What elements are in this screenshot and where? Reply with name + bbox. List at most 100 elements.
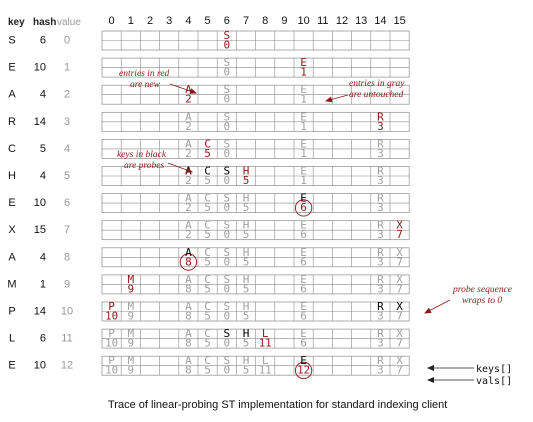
row-key: L bbox=[9, 333, 15, 345]
val-cell: 3 bbox=[377, 120, 384, 133]
val-cell: 7 bbox=[396, 255, 403, 268]
table-row bbox=[101, 274, 410, 295]
row-key: C bbox=[8, 143, 16, 155]
val-cell: 8 bbox=[185, 255, 192, 268]
val-cell: 2 bbox=[185, 147, 192, 160]
val-cell: 6 bbox=[300, 282, 307, 295]
val-cell: 0 bbox=[223, 93, 230, 106]
val-cell: 9 bbox=[127, 337, 134, 350]
table-row bbox=[101, 301, 410, 322]
column-index: 4 bbox=[185, 15, 191, 27]
val-cell: 5 bbox=[243, 337, 250, 350]
val-cell: 6 bbox=[300, 337, 307, 350]
val-cell: 3 bbox=[377, 147, 384, 160]
val-cell: 0 bbox=[223, 120, 230, 133]
key-cell: S bbox=[223, 29, 230, 42]
annotation-black-line2: are probes bbox=[124, 161, 164, 171]
annotation-red-line1: entries in red bbox=[119, 69, 170, 79]
val-cell: 3 bbox=[377, 174, 384, 187]
key-cell: H bbox=[243, 354, 250, 367]
val-cell: 5 bbox=[243, 201, 250, 214]
column-index: 2 bbox=[147, 15, 153, 27]
column-index: 5 bbox=[205, 15, 211, 27]
column-index: 9 bbox=[281, 15, 287, 27]
key-cell: A bbox=[185, 192, 192, 205]
key-cell: C bbox=[204, 300, 211, 313]
annotation-gray-entries: entries in gray are untouched bbox=[325, 79, 405, 103]
row-hash: 10 bbox=[34, 197, 46, 209]
val-cell: 1 bbox=[300, 147, 307, 160]
row-key: E bbox=[8, 360, 15, 372]
annotation-wraps-line2: wraps to 0 bbox=[462, 296, 502, 306]
key-cell: E bbox=[300, 219, 307, 232]
table-row bbox=[101, 111, 410, 132]
row-hash: 5 bbox=[40, 143, 46, 155]
column-index: 8 bbox=[262, 15, 268, 27]
key-cell: H bbox=[243, 327, 250, 340]
val-cell: 5 bbox=[204, 282, 211, 295]
val-cell: 3 bbox=[377, 364, 384, 377]
val-cell: 2 bbox=[185, 228, 192, 241]
val-cell: 5 bbox=[204, 201, 211, 214]
val-cell: 3 bbox=[377, 282, 384, 295]
val-cell: 0 bbox=[223, 39, 230, 52]
key-cell: M bbox=[127, 327, 134, 340]
key-cell: S bbox=[223, 273, 230, 286]
row-key: R bbox=[8, 116, 16, 128]
row-value: 1 bbox=[64, 62, 70, 74]
key-cell: R bbox=[377, 273, 384, 286]
val-cell: 5 bbox=[243, 228, 250, 241]
column-index: 12 bbox=[336, 15, 348, 27]
key-cell: A bbox=[185, 354, 192, 367]
caption: Trace of linear-probing ST implementatio… bbox=[108, 399, 447, 411]
key-cell: A bbox=[185, 300, 192, 313]
val-cell: 3 bbox=[377, 337, 384, 350]
key-cell: S bbox=[223, 246, 230, 259]
annotation-wraps-line1: probe sequence bbox=[452, 285, 512, 295]
key-cell: C bbox=[204, 165, 211, 178]
val-cell: 5 bbox=[243, 364, 250, 377]
key-cell: E bbox=[300, 137, 307, 150]
val-cell: 6 bbox=[300, 228, 307, 241]
key-cell: A bbox=[185, 327, 192, 340]
row-hash: 1 bbox=[40, 278, 46, 290]
key-cell: R bbox=[377, 327, 384, 340]
row-key: A bbox=[8, 251, 16, 263]
val-cell: 3 bbox=[377, 201, 384, 214]
val-cell: 11 bbox=[259, 364, 272, 377]
table-row bbox=[101, 30, 410, 51]
val-cell: 10 bbox=[105, 337, 118, 350]
row-key: S bbox=[8, 35, 15, 47]
table-row bbox=[101, 355, 410, 376]
row-value: 0 bbox=[64, 35, 70, 47]
val-cell: 6 bbox=[300, 310, 307, 323]
header-hash: hash bbox=[33, 17, 56, 28]
val-cell: 7 bbox=[396, 228, 403, 241]
val-cell: 2 bbox=[185, 174, 192, 187]
annotation-black-line1: keys in black bbox=[117, 150, 167, 160]
key-cell: H bbox=[243, 273, 250, 286]
row-value: 12 bbox=[61, 360, 73, 372]
key-cell: E bbox=[300, 83, 307, 96]
keys-label: keys[] bbox=[476, 364, 512, 375]
val-cell: 0 bbox=[223, 228, 230, 241]
table-row bbox=[101, 84, 410, 105]
row-hash: 10 bbox=[34, 360, 46, 372]
annotation-red-line2: are new bbox=[130, 80, 161, 90]
val-cell: 8 bbox=[185, 337, 192, 350]
val-cell: 10 bbox=[105, 310, 118, 323]
key-cell: C bbox=[204, 273, 211, 286]
key-cell: C bbox=[204, 327, 211, 340]
key-cell: M bbox=[127, 273, 134, 286]
annotation-red-arrow bbox=[169, 83, 197, 94]
table-row bbox=[101, 166, 410, 186]
val-cell: 7 bbox=[396, 310, 403, 323]
key-cell: S bbox=[223, 165, 230, 178]
key-cell: X bbox=[396, 354, 403, 367]
key-cell: E bbox=[300, 192, 307, 205]
row-value: 9 bbox=[64, 278, 70, 290]
key-cell: M bbox=[127, 300, 134, 313]
column-index: 14 bbox=[374, 15, 386, 27]
key-cell: R bbox=[377, 219, 384, 232]
